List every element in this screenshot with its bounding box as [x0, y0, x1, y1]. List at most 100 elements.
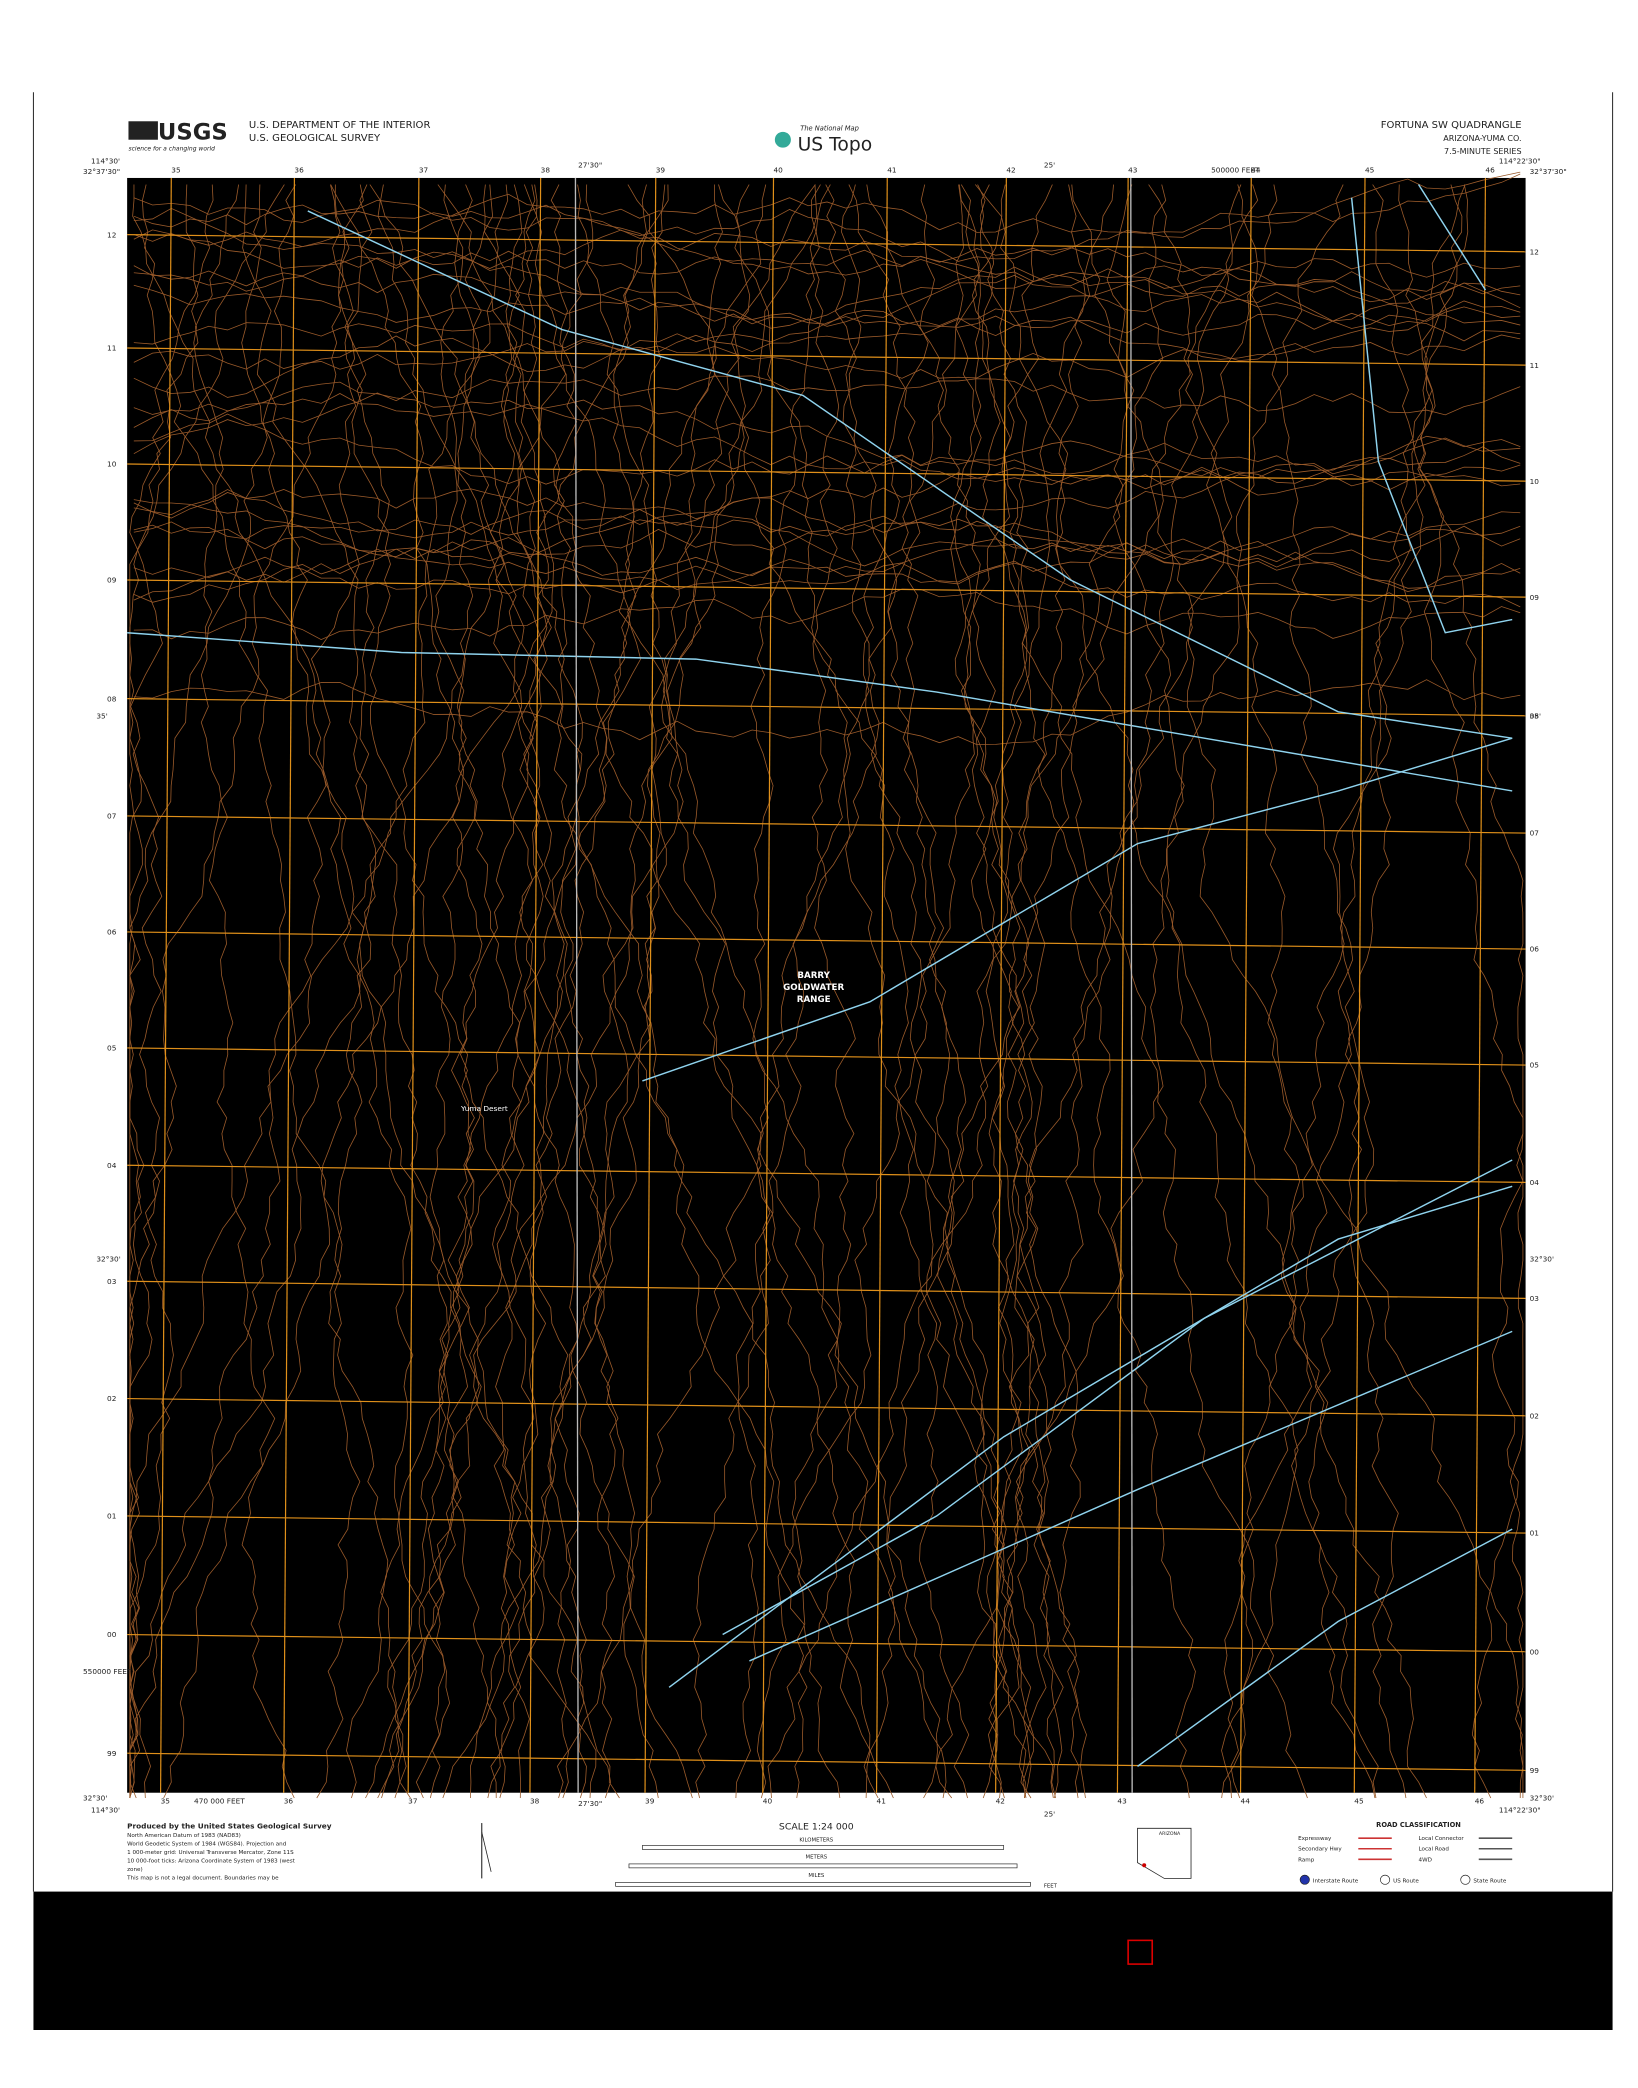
bottom-band [33, 1891, 1613, 2030]
stream [1350, 197, 1513, 634]
stream [1137, 1528, 1513, 1767]
easting-label: 42 [996, 1796, 1005, 1805]
northing-label: 04 [1530, 1178, 1540, 1187]
contour [1237, 184, 1407, 1799]
contour [185, 184, 295, 1799]
coord: 27'30" [578, 1799, 602, 1808]
credit-line: World Geodetic System of 1984 (WGS84). P… [127, 1841, 287, 1847]
contour [129, 184, 296, 1799]
contour [950, 184, 1064, 1799]
state-index: ARIZONA [1137, 1827, 1192, 1879]
contour [1398, 184, 1524, 1799]
road-label: Expressway [1298, 1836, 1332, 1842]
grid-line [283, 177, 296, 1793]
scale-unit: KILOMETERS [799, 1838, 833, 1844]
coord: 35' [1530, 711, 1541, 720]
northing-label: 03 [1530, 1294, 1540, 1303]
agency: U.S. DEPARTMENT OF THE INTERIOR [249, 120, 431, 131]
contour [346, 184, 767, 1799]
marker [1127, 1939, 1154, 1965]
coordinates: 114°30' 32°37'30" 27'30" 25' 114°22'30" … [83, 157, 1567, 1819]
northing-label: 07 [107, 812, 117, 821]
northing-label: 09 [1530, 593, 1540, 602]
logo: USGS [158, 120, 228, 146]
logo-tagline: science for a changing world [128, 145, 215, 152]
contour [1221, 184, 1466, 1799]
contour [534, 184, 947, 1799]
contour [132, 184, 597, 1799]
contour [133, 519, 1521, 583]
credit-line: North American Datum of 1983 (NAD83) [127, 1833, 241, 1839]
coord: 32°37'30" [83, 167, 120, 176]
scale-unit: FEET [1044, 1884, 1058, 1890]
contour [437, 184, 953, 1799]
contour [133, 300, 1521, 360]
series: 7.5-MINUTE SERIES [1444, 147, 1522, 156]
route-label: US Route [1393, 1878, 1419, 1884]
contour [483, 184, 620, 1799]
grid [127, 177, 1526, 1793]
easting-label: 42 [1006, 166, 1015, 175]
north-arrow [481, 1823, 492, 1879]
northing-label: 02 [1530, 1411, 1539, 1420]
easting-label: 46 [1485, 166, 1495, 175]
coord: 114°30' [91, 157, 120, 166]
stream [1417, 184, 1487, 291]
contour [133, 229, 1521, 304]
contour [499, 184, 568, 1799]
coord: 25' [1044, 160, 1055, 169]
boundary [574, 177, 579, 1793]
product-tagline: The National Map [800, 125, 859, 133]
place-label: RANGE [797, 995, 831, 1005]
contour [133, 381, 1521, 475]
contour [923, 184, 1278, 1799]
contour [1148, 184, 1379, 1799]
coord: 32°30' [96, 1255, 120, 1264]
northing-label: 12 [107, 230, 116, 239]
place-label: GOLDWATER [783, 983, 844, 993]
contour [999, 184, 1091, 1799]
scale-title: SCALE 1:24 000 [779, 1822, 854, 1833]
easting-label: 41 [887, 166, 896, 175]
coord: 32°30' [1530, 1255, 1554, 1264]
contour [692, 184, 831, 1799]
grid-line [127, 579, 1526, 598]
contour [133, 393, 1521, 487]
easting-label: 37 [419, 166, 429, 175]
stream [127, 632, 1513, 792]
northing-label: 01 [107, 1512, 116, 1521]
road-label: Ramp [1298, 1857, 1315, 1863]
contour [791, 184, 856, 1799]
northing-label: 07 [1530, 829, 1540, 838]
contour [1106, 184, 1524, 1798]
contour [133, 265, 1521, 342]
contour [133, 488, 1521, 567]
contour [577, 184, 879, 1799]
contour [1002, 184, 1114, 1799]
stream [749, 1330, 1513, 1662]
contour [974, 184, 1427, 1799]
stream [642, 737, 1513, 1082]
northing-label: 06 [1530, 945, 1540, 954]
coord: 114°22'30" [1499, 1806, 1541, 1815]
contour [133, 294, 1521, 398]
contour [387, 184, 549, 1799]
contour [133, 538, 1521, 603]
credit-line: 10 000-foot ticks: Arizona Coordinate Sy… [127, 1859, 296, 1865]
stream [722, 1159, 1513, 1636]
contour [330, 184, 693, 1799]
contour [442, 184, 816, 1799]
contour [129, 184, 214, 1799]
easting-label: 45 [1354, 1796, 1363, 1805]
northing-label: 10 [107, 460, 117, 469]
contour [866, 184, 1080, 1799]
contour [133, 231, 1521, 329]
contour [550, 184, 659, 1799]
grid-line [127, 815, 1526, 834]
scale-bars [615, 1845, 1031, 1887]
coord: 35' [96, 711, 107, 720]
road-title: ROAD CLASSIFICATION [1376, 1821, 1461, 1829]
grid-line [127, 698, 1526, 717]
contour [841, 184, 970, 1799]
